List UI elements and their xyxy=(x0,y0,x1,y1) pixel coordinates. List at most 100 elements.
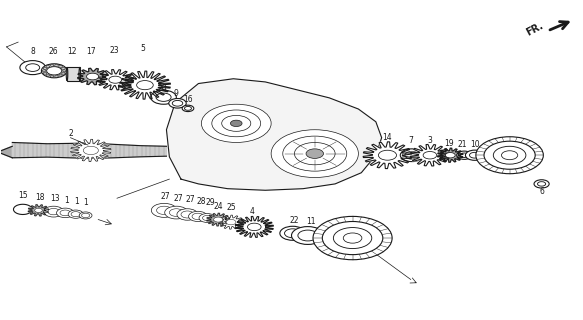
Circle shape xyxy=(222,116,251,131)
Text: 11: 11 xyxy=(306,217,315,226)
Text: 17: 17 xyxy=(86,47,96,56)
Circle shape xyxy=(41,64,67,78)
Circle shape xyxy=(184,107,191,110)
Polygon shape xyxy=(206,213,230,226)
Text: 14: 14 xyxy=(382,132,392,141)
Circle shape xyxy=(172,100,182,106)
Circle shape xyxy=(157,206,171,214)
Circle shape xyxy=(212,110,261,137)
Polygon shape xyxy=(78,68,108,85)
Polygon shape xyxy=(235,216,273,237)
Text: 1: 1 xyxy=(64,196,69,205)
Circle shape xyxy=(230,120,242,126)
Circle shape xyxy=(501,151,518,160)
Circle shape xyxy=(152,203,177,217)
Circle shape xyxy=(333,228,372,249)
Text: 5: 5 xyxy=(141,44,146,53)
Circle shape xyxy=(465,150,484,160)
Text: 12: 12 xyxy=(68,47,77,56)
Circle shape xyxy=(59,65,62,68)
Polygon shape xyxy=(28,205,49,216)
Circle shape xyxy=(71,212,80,217)
Circle shape xyxy=(20,60,45,75)
Text: 6: 6 xyxy=(539,187,544,196)
Circle shape xyxy=(109,76,122,83)
Circle shape xyxy=(292,227,324,244)
Circle shape xyxy=(83,146,99,155)
Circle shape xyxy=(538,182,546,186)
Circle shape xyxy=(68,210,83,218)
Text: 4: 4 xyxy=(250,207,254,216)
Circle shape xyxy=(313,216,392,260)
Polygon shape xyxy=(438,148,463,162)
Circle shape xyxy=(59,74,62,76)
Circle shape xyxy=(181,211,194,218)
Circle shape xyxy=(460,153,468,157)
Circle shape xyxy=(44,206,64,217)
Circle shape xyxy=(60,210,71,216)
Circle shape xyxy=(35,208,43,212)
Circle shape xyxy=(280,226,305,240)
Polygon shape xyxy=(218,215,244,229)
Circle shape xyxy=(294,142,335,165)
Circle shape xyxy=(343,233,362,243)
Circle shape xyxy=(57,208,74,218)
Circle shape xyxy=(62,70,66,72)
Circle shape xyxy=(170,209,183,216)
Circle shape xyxy=(214,217,223,222)
Circle shape xyxy=(247,223,261,231)
Circle shape xyxy=(136,81,153,90)
Text: 25: 25 xyxy=(227,203,237,212)
Circle shape xyxy=(271,130,359,178)
Text: 22: 22 xyxy=(290,216,299,225)
Circle shape xyxy=(322,221,383,255)
Text: 18: 18 xyxy=(35,193,44,202)
Text: 7: 7 xyxy=(408,136,413,145)
Circle shape xyxy=(182,105,194,112)
Text: 26: 26 xyxy=(48,47,58,56)
Circle shape xyxy=(469,152,480,158)
Circle shape xyxy=(201,104,271,142)
Circle shape xyxy=(283,136,347,171)
Text: 27: 27 xyxy=(173,194,183,203)
Text: 3: 3 xyxy=(427,136,433,145)
Polygon shape xyxy=(363,142,412,169)
Circle shape xyxy=(46,74,50,76)
Circle shape xyxy=(476,137,543,174)
Circle shape xyxy=(43,68,47,69)
Text: 10: 10 xyxy=(470,140,480,149)
Polygon shape xyxy=(0,146,12,158)
Polygon shape xyxy=(167,79,382,190)
Circle shape xyxy=(285,229,301,238)
Text: 27: 27 xyxy=(185,195,195,204)
Polygon shape xyxy=(120,71,170,99)
Ellipse shape xyxy=(66,67,68,81)
Circle shape xyxy=(50,64,54,66)
Circle shape xyxy=(188,211,207,221)
Ellipse shape xyxy=(79,67,80,81)
Polygon shape xyxy=(71,139,111,162)
Text: 21: 21 xyxy=(457,140,466,149)
Text: 15: 15 xyxy=(18,191,27,200)
Text: 2: 2 xyxy=(68,129,73,138)
Text: 23: 23 xyxy=(110,46,120,55)
Circle shape xyxy=(169,99,186,108)
Circle shape xyxy=(306,149,324,158)
Circle shape xyxy=(199,213,215,222)
Circle shape xyxy=(42,70,46,72)
Circle shape xyxy=(165,206,188,219)
Text: 28: 28 xyxy=(196,197,206,206)
Text: 13: 13 xyxy=(50,194,59,204)
Text: 9: 9 xyxy=(174,89,179,98)
Text: 27: 27 xyxy=(160,192,170,201)
Circle shape xyxy=(298,230,318,241)
Circle shape xyxy=(48,208,59,215)
Polygon shape xyxy=(410,144,449,166)
Text: 20: 20 xyxy=(157,84,167,93)
Text: FR.: FR. xyxy=(524,21,545,38)
Polygon shape xyxy=(97,69,134,90)
Text: 29: 29 xyxy=(206,198,216,207)
Circle shape xyxy=(55,64,58,66)
Circle shape xyxy=(192,213,203,220)
Circle shape xyxy=(82,213,90,218)
